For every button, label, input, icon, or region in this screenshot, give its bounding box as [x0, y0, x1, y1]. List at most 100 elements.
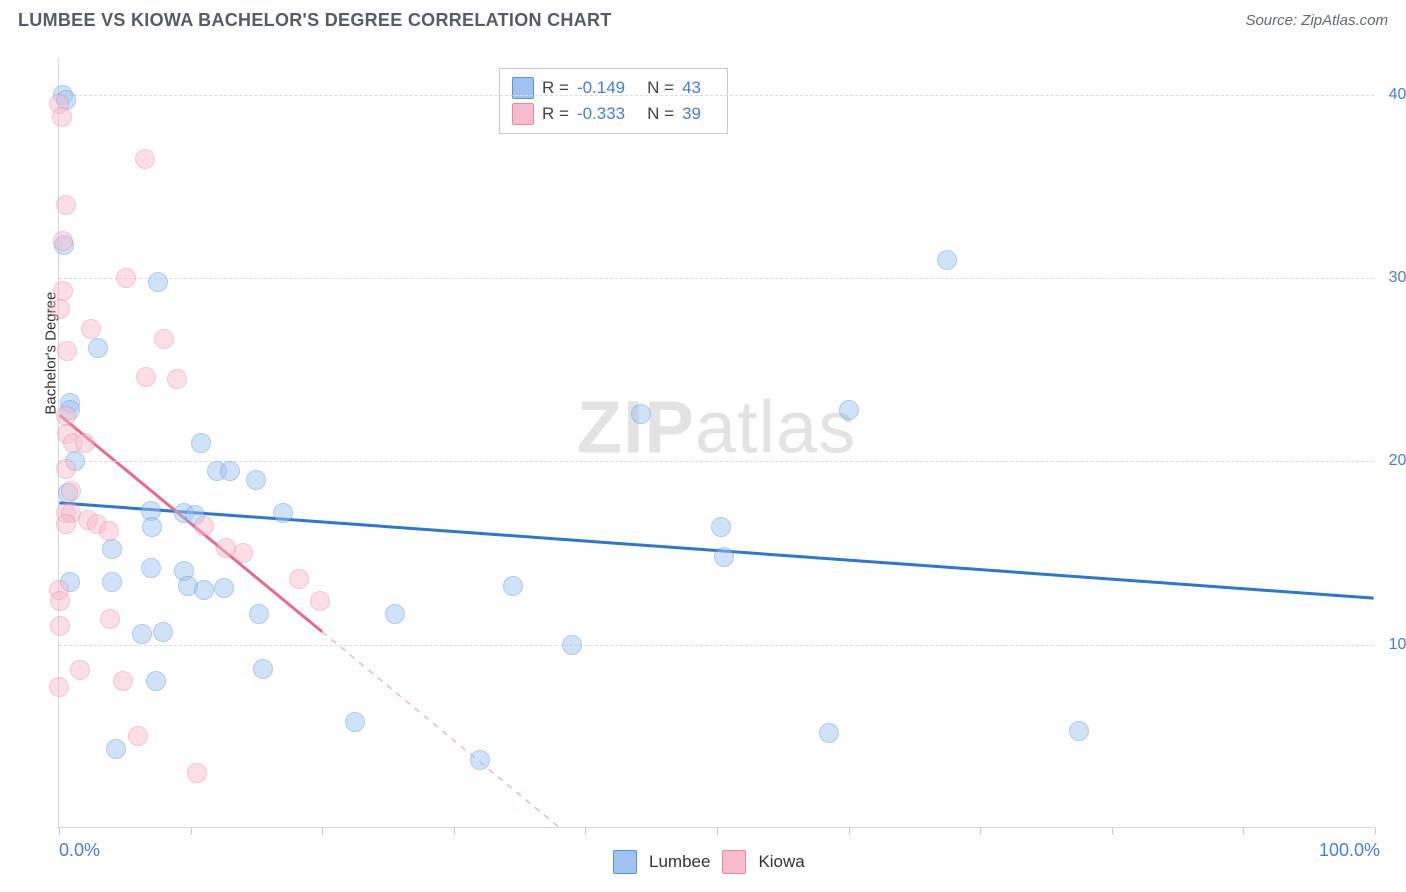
scatter-point: [128, 726, 148, 746]
scatter-point: [714, 547, 734, 567]
chart-container: Bachelor's Degree ZIPatlas R = -0.149N =…: [18, 46, 1388, 884]
scatter-point: [937, 250, 957, 270]
scatter-point: [1069, 721, 1089, 741]
scatter-point: [819, 723, 839, 743]
stats-row: R = -0.149N = 43: [512, 75, 715, 101]
gridline: [59, 461, 1374, 462]
x-tick: [191, 827, 192, 835]
legend-swatch: [613, 850, 637, 874]
scatter-point: [187, 763, 207, 783]
stat-n-value: 39: [682, 104, 701, 124]
scatter-point: [194, 516, 214, 536]
scatter-point: [102, 572, 122, 592]
scatter-point: [289, 569, 309, 589]
stat-r-value: -0.333: [577, 104, 625, 124]
scatter-point: [57, 341, 77, 361]
scatter-point: [56, 195, 76, 215]
scatter-point: [220, 461, 240, 481]
stats-row: R = -0.333 N = 39: [512, 101, 715, 127]
stat-n-label: N =: [647, 104, 674, 124]
trendline-layer: [59, 58, 1374, 827]
scatter-point: [52, 107, 72, 127]
chart-title: LUMBEE VS KIOWA BACHELOR'S DEGREE CORREL…: [18, 10, 612, 31]
scatter-point: [153, 622, 173, 642]
stats-legend-box: R = -0.149N = 43 R = -0.333 N = 39: [499, 68, 728, 134]
scatter-point: [56, 406, 76, 426]
x-tick: [980, 827, 981, 835]
x-tick: [717, 827, 718, 835]
scatter-point: [88, 338, 108, 358]
x-tick: [585, 827, 586, 835]
scatter-point: [116, 268, 136, 288]
legend-swatch: [722, 850, 746, 874]
scatter-point: [310, 591, 330, 611]
scatter-point: [385, 604, 405, 624]
gridline: [59, 645, 1374, 646]
x-tick: [454, 827, 455, 835]
scatter-point: [50, 299, 70, 319]
x-tick: [1375, 827, 1376, 835]
scatter-point: [503, 576, 523, 596]
scatter-point: [246, 470, 266, 490]
scatter-point: [562, 635, 582, 655]
scatter-point: [99, 521, 119, 541]
x-tick: [1112, 827, 1113, 835]
scatter-point: [136, 367, 156, 387]
scatter-point: [470, 750, 490, 770]
scatter-point: [56, 514, 76, 534]
scatter-point: [273, 503, 293, 523]
scatter-point: [132, 624, 152, 644]
scatter-point: [253, 659, 273, 679]
gridline: [59, 95, 1374, 96]
watermark: ZIPatlas: [577, 385, 856, 470]
plot-area: Bachelor's Degree ZIPatlas R = -0.149N =…: [58, 58, 1374, 828]
scatter-point: [146, 671, 166, 691]
y-tick-label: 10.0%: [1389, 636, 1406, 654]
scatter-point: [249, 604, 269, 624]
scatter-point: [102, 539, 122, 559]
x-tick: [322, 827, 323, 835]
legend-label: Kiowa: [758, 852, 804, 872]
scatter-point: [61, 481, 81, 501]
scatter-point: [106, 739, 126, 759]
scatter-point: [100, 609, 120, 629]
chart-header: LUMBEE VS KIOWA BACHELOR'S DEGREE CORREL…: [0, 0, 1406, 37]
scatter-point: [49, 677, 69, 697]
chart-source: Source: ZipAtlas.com: [1245, 12, 1388, 29]
scatter-point: [191, 433, 211, 453]
series-swatch: [512, 77, 534, 99]
scatter-point: [135, 149, 155, 169]
y-tick-label: 30.0%: [1389, 269, 1406, 287]
x-tick-label: 100.0%: [1319, 840, 1380, 861]
scatter-point: [839, 400, 859, 420]
scatter-point: [56, 459, 76, 479]
scatter-point: [148, 272, 168, 292]
scatter-point: [711, 517, 731, 537]
scatter-point: [154, 329, 174, 349]
y-tick-label: 20.0%: [1389, 452, 1406, 470]
scatter-point: [631, 404, 651, 424]
scatter-point: [53, 281, 73, 301]
scatter-point: [113, 671, 133, 691]
scatter-point: [345, 712, 365, 732]
scatter-point: [214, 578, 234, 598]
scatter-point: [142, 517, 162, 537]
gridline: [59, 278, 1374, 279]
y-tick-label: 40.0%: [1389, 86, 1406, 104]
scatter-point: [233, 543, 253, 563]
scatter-point: [53, 231, 73, 251]
x-tick: [1243, 827, 1244, 835]
legend-label: Lumbee: [649, 852, 710, 872]
scatter-point: [81, 319, 101, 339]
scatter-point: [75, 433, 95, 453]
scatter-point: [194, 580, 214, 600]
stat-r-label: R =: [542, 104, 569, 124]
scatter-point: [167, 369, 187, 389]
x-tick: [59, 827, 60, 835]
series-legend: Lumbee Kiowa: [613, 850, 805, 874]
scatter-point: [141, 558, 161, 578]
scatter-point: [70, 660, 90, 680]
x-tick: [849, 827, 850, 835]
scatter-point: [50, 591, 70, 611]
scatter-point: [50, 616, 70, 636]
